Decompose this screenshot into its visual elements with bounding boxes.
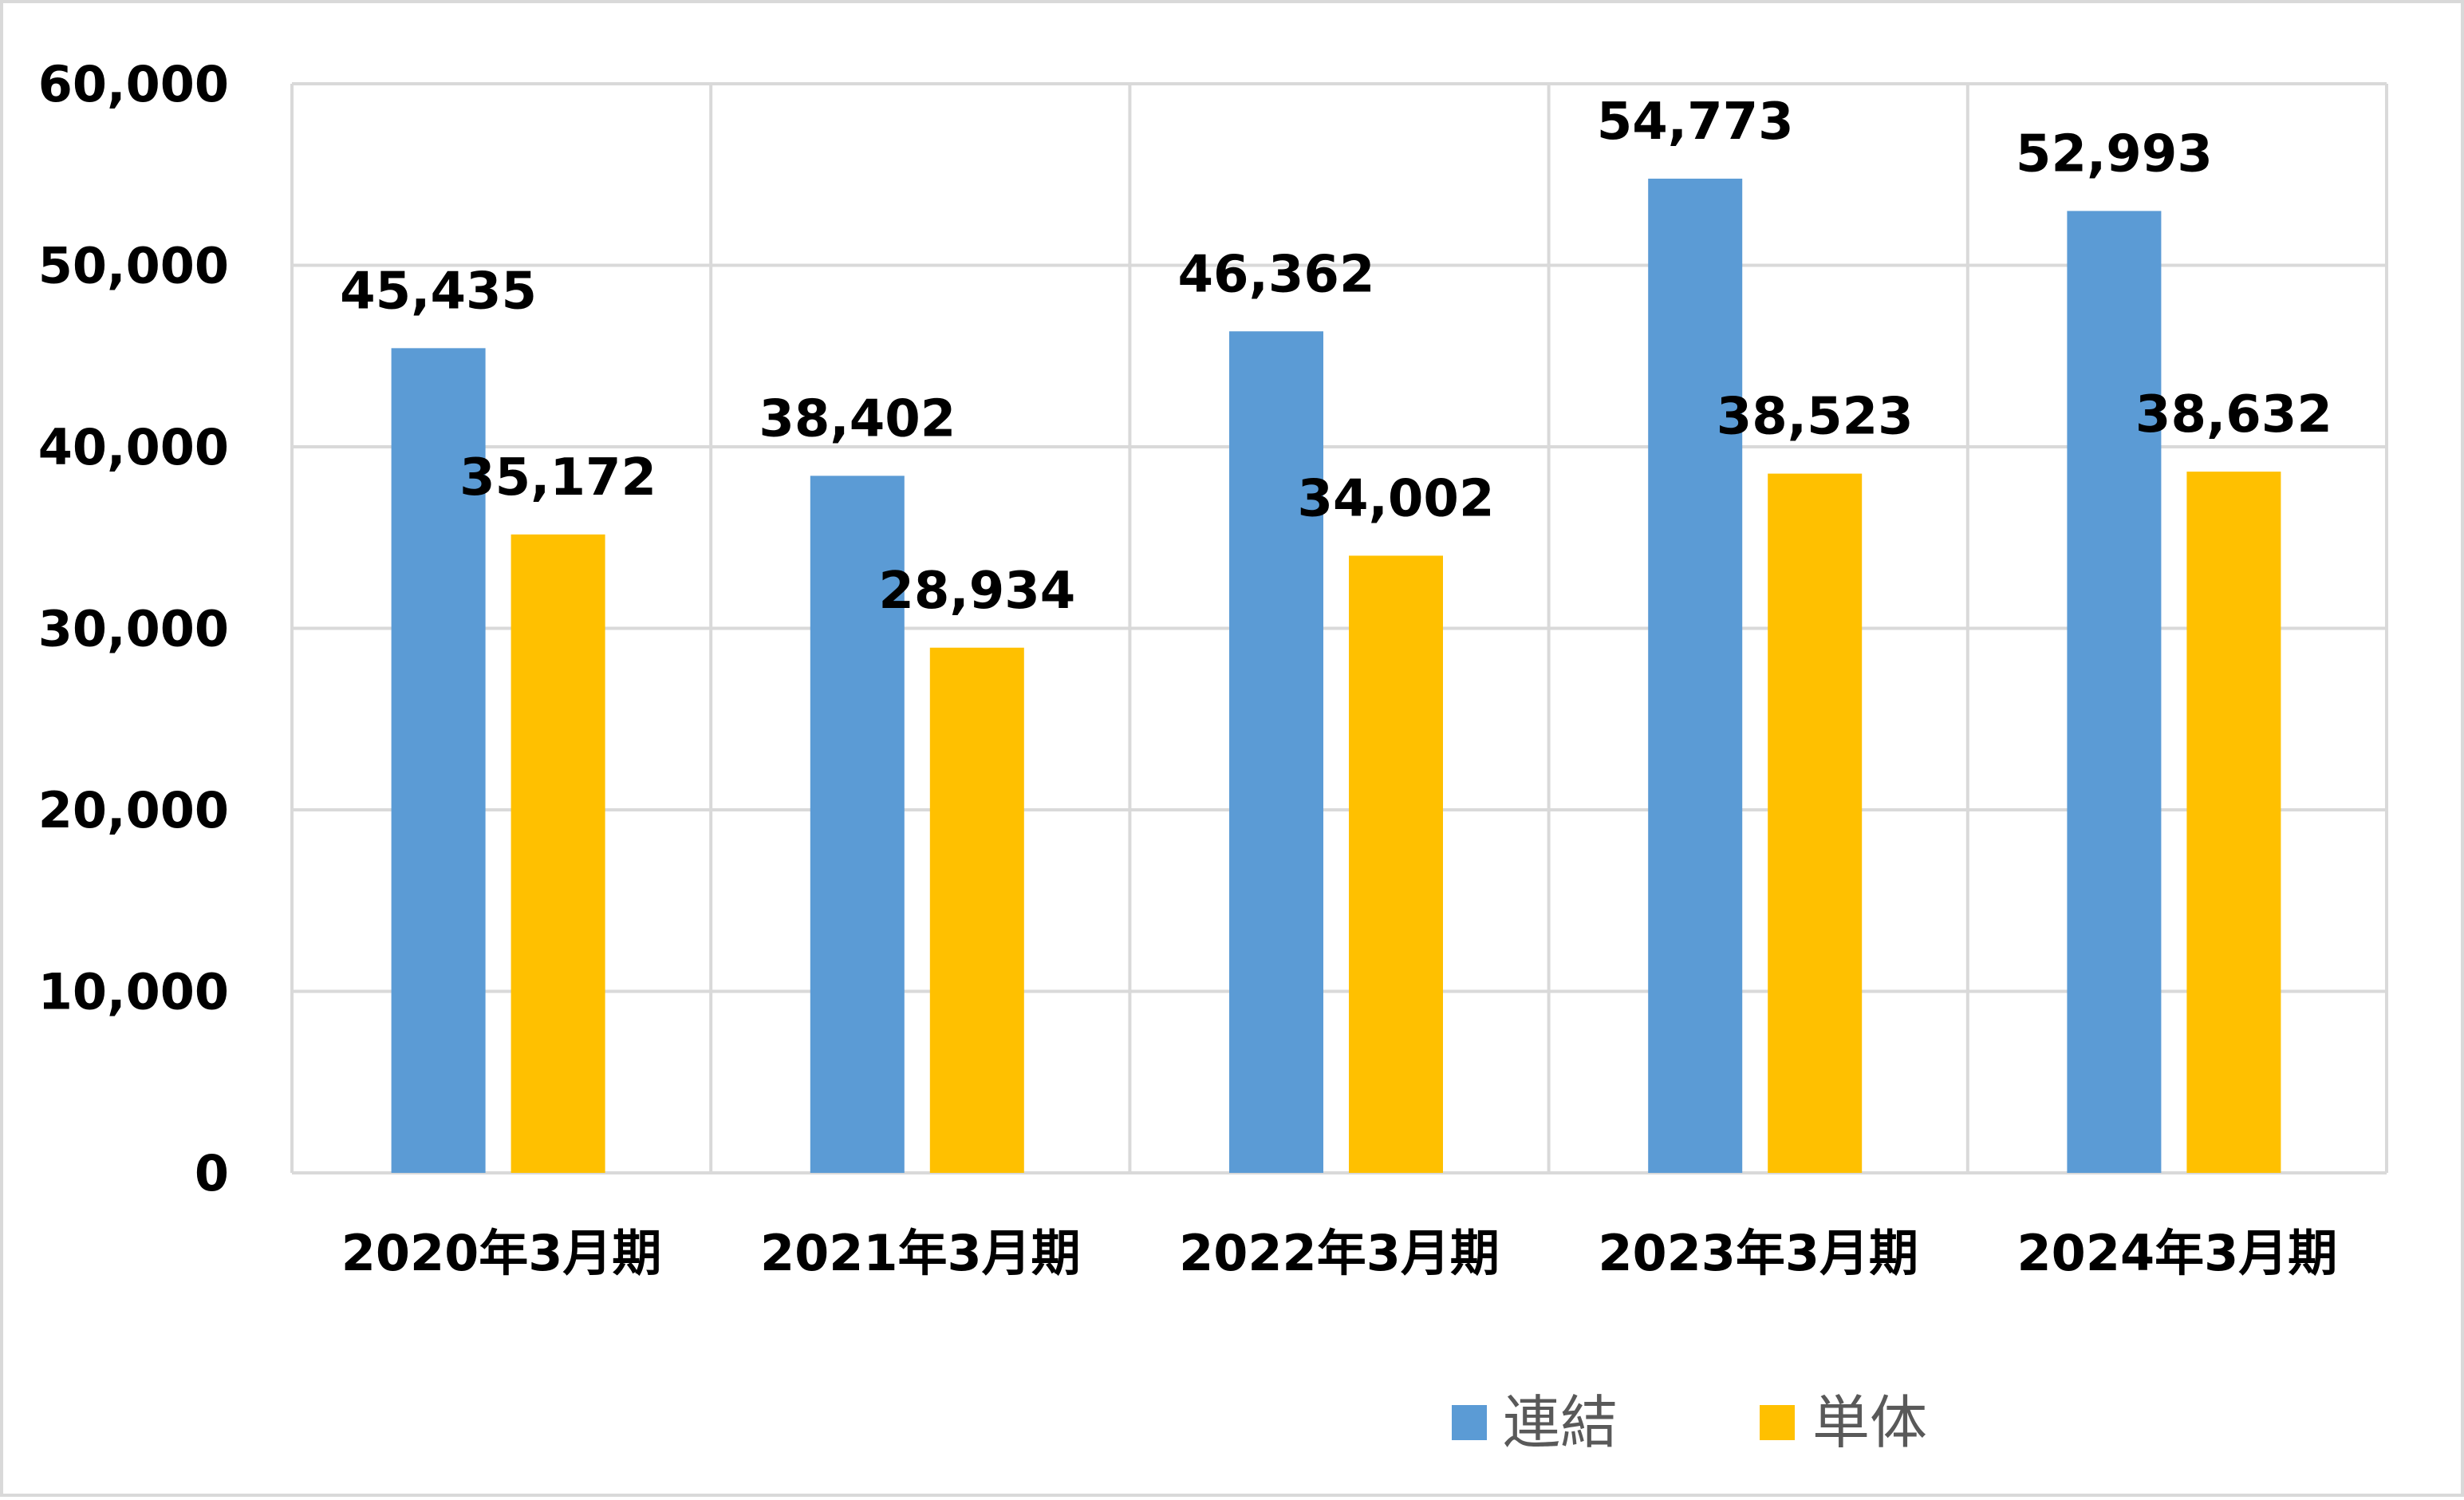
legend: 連結 単体	[1452, 1389, 1927, 1456]
bar-consolidated	[1229, 331, 1323, 1173]
data-label: 28,934	[878, 562, 1075, 621]
data-label: 52,993	[2016, 124, 2213, 184]
data-label: 54,773	[1597, 93, 1794, 152]
y-tick-label: 10,000	[38, 963, 229, 1021]
y-axis-tick-labels: 0 10,000 20,000 30,000 40,000 50,000 60,000	[38, 55, 229, 1202]
data-label: 38,523	[1717, 388, 1914, 447]
data-label: 45,435	[340, 262, 537, 321]
x-tick-label: 2021年3月期	[760, 1224, 1081, 1282]
bar-chart: 0 10,000 20,000 30,000 40,000 50,000 60,000 45…	[38, 55, 2388, 1456]
bar-standalone	[511, 534, 605, 1173]
bar-standalone	[1349, 555, 1443, 1173]
y-tick-label: 40,000	[38, 418, 229, 476]
legend-swatch	[1452, 1405, 1487, 1440]
x-tick-label: 2022年3月期	[1179, 1224, 1500, 1282]
y-tick-label: 20,000	[38, 781, 229, 839]
data-label: 38,632	[2135, 385, 2332, 444]
x-tick-label: 2023年3月期	[1598, 1224, 1918, 1282]
data-label: 38,402	[759, 389, 956, 448]
data-label: 35,172	[459, 448, 656, 507]
y-tick-label: 60,000	[38, 55, 229, 113]
data-label: 46,362	[1178, 245, 1375, 304]
bar-standalone	[929, 647, 1024, 1173]
bar-consolidated	[391, 348, 486, 1173]
data-label: 34,002	[1298, 469, 1495, 528]
bar-consolidated	[2067, 211, 2162, 1174]
category-labels: 2020年3月期 2021年3月期 2022年3月期 2023年3月期 2024年3月期	[341, 1224, 2338, 1282]
y-tick-label: 30,000	[38, 600, 229, 658]
y-tick-label: 0	[195, 1144, 229, 1202]
x-tick-label: 2020年3月期	[341, 1224, 662, 1282]
legend-label: 連結	[1503, 1389, 1618, 1456]
y-tick-label: 50,000	[38, 237, 229, 295]
x-tick-label: 2024年3月期	[2017, 1224, 2338, 1282]
data-labels: 45,435 35,172 38,402 28,934 46,362 34,002 54,7…	[340, 93, 2332, 621]
gridlines	[290, 82, 2388, 1174]
legend-label: 単体	[1812, 1389, 1927, 1456]
legend-swatch	[1760, 1405, 1795, 1440]
bar-standalone	[2186, 472, 2281, 1173]
bar-standalone	[1768, 473, 1863, 1173]
bar-consolidated	[810, 476, 905, 1173]
bar-consolidated	[1648, 178, 1743, 1173]
bars	[391, 178, 2281, 1174]
